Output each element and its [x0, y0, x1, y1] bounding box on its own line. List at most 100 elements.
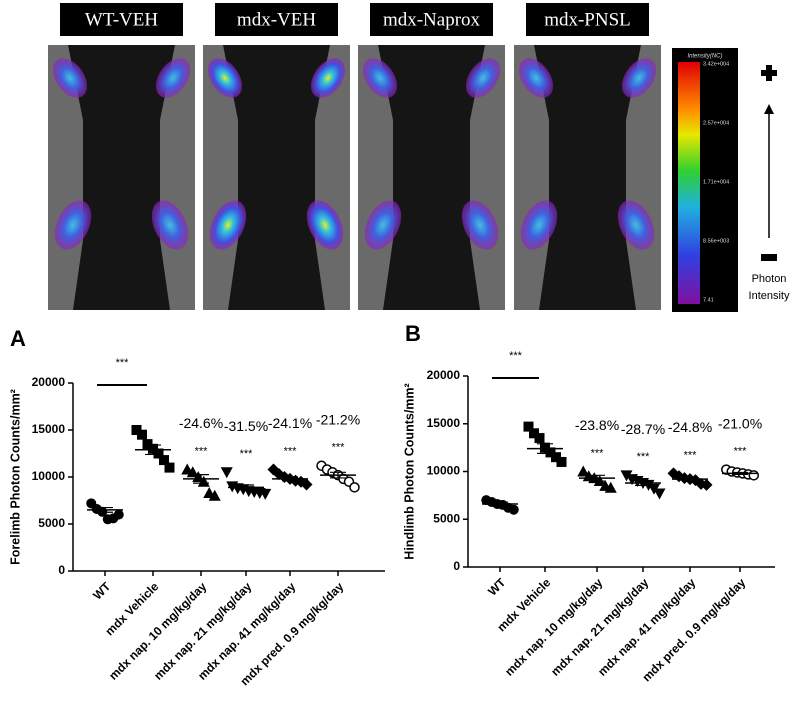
percent-label: -28.7% [621, 421, 665, 437]
significance-label: *** [591, 447, 605, 459]
data-point [523, 421, 534, 432]
significance-label: *** [637, 451, 651, 463]
signal [461, 200, 499, 250]
data-point [137, 429, 147, 440]
percent-label: -24.1% [268, 415, 312, 431]
error-bar [282, 476, 298, 482]
y-tick-label: 10000 [32, 469, 66, 483]
significance-label: *** [332, 442, 346, 454]
error-bar [330, 471, 346, 479]
data-point [577, 465, 590, 477]
data-point [545, 447, 556, 458]
data-point [700, 478, 713, 491]
colorbar [678, 62, 700, 304]
percent-label: -24.8% [668, 419, 712, 435]
significance-label: *** [684, 449, 698, 461]
signal [364, 200, 402, 250]
y-tick-label: 15000 [427, 416, 461, 430]
data-point [164, 462, 175, 473]
mouse-body [68, 45, 175, 310]
y-axis-label: Forelimb Photon Counts/mm² [8, 389, 22, 565]
percent-label: -21.0% [718, 415, 762, 431]
panel-letter: B [405, 321, 421, 346]
y-axis-label: Hindlimb Photon Counts/mm² [402, 383, 416, 559]
mouse-body [534, 45, 641, 310]
data-point [131, 425, 142, 435]
signal [520, 200, 558, 250]
signal [465, 58, 501, 98]
data-point [653, 488, 666, 500]
label-box [215, 3, 338, 36]
label-box [370, 3, 493, 36]
signal [209, 200, 247, 250]
data-point [349, 482, 360, 493]
y-tick-label: 0 [58, 563, 65, 577]
x-tick-label: WT [485, 575, 509, 599]
error-bar [492, 501, 508, 507]
signal [362, 58, 398, 98]
data-point [551, 452, 561, 463]
signal [155, 58, 191, 98]
signal [518, 58, 554, 98]
error-bar [635, 479, 651, 486]
significance-label: *** [734, 445, 748, 457]
y-tick-label: 15000 [32, 422, 66, 436]
signal [310, 58, 346, 98]
plus-sign [766, 65, 772, 81]
image-label: mdx-Naprox [383, 9, 481, 30]
data-point [113, 509, 124, 520]
signal [207, 58, 243, 98]
error-bar [145, 444, 161, 456]
colorbar-tick-label: 8.56e+003 [703, 238, 729, 244]
x-tick-label: WT [90, 579, 114, 603]
signal [621, 58, 657, 98]
error-bar [537, 443, 553, 454]
data-point [534, 433, 545, 444]
percent-label: -23.8% [575, 417, 619, 433]
label-box [60, 3, 183, 36]
signal [617, 200, 655, 250]
mouse-body [378, 45, 485, 310]
data-point [604, 481, 617, 493]
x-tick-label: mdx nap. 41 mg/kg/day [595, 575, 698, 678]
percent-label: -31.5% [224, 418, 268, 434]
colorbar-tick-label: 2.57e+004 [703, 120, 729, 126]
minus-sign [761, 254, 777, 261]
signal [54, 200, 92, 250]
image-label: WT-VEH [85, 9, 158, 30]
data-point [159, 455, 169, 466]
data-point [529, 428, 539, 439]
error-bar [238, 484, 254, 491]
y-tick-label: 5000 [38, 516, 65, 530]
photon-label: Intensity [749, 290, 790, 302]
error-bar [732, 471, 748, 475]
percent-label: -24.6% [179, 415, 223, 431]
colorbar-ticks: 3.42e+004 2.57e+004 1.71e+004 8.56e+003 7.41 [703, 61, 729, 303]
data-point [556, 456, 567, 467]
signal [306, 200, 344, 250]
y-tick-label: 5000 [433, 511, 460, 525]
colorbar-tick-label: 3.42e+004 [703, 61, 729, 67]
significance-label: *** [240, 448, 254, 460]
data-point [220, 467, 233, 479]
data-point [208, 489, 221, 501]
colorbar-title: Intensity(NC) [687, 54, 722, 60]
label-box [526, 3, 649, 36]
data-point [620, 470, 633, 482]
mouse-body [223, 45, 330, 310]
image-panel: WT-VEH mdx-VEH mdx-Naprox mdx-PNSL [48, 3, 661, 310]
error-bar [97, 506, 113, 513]
x-tick-label: mdx pred. 0.9 mg/kg/day [639, 575, 748, 684]
percent-label: -21.2% [316, 411, 360, 427]
significance-label: *** [509, 350, 523, 362]
photon-label: Photon [752, 273, 787, 285]
error-bar [589, 474, 605, 482]
y-tick-label: 20000 [32, 375, 66, 389]
significance-label: *** [284, 445, 298, 457]
image-label: mdx-VEH [237, 9, 316, 30]
data-point [142, 439, 153, 450]
data-point [748, 470, 759, 481]
signal [151, 200, 189, 250]
colorbar-tick-label: 7.41 [703, 297, 714, 303]
